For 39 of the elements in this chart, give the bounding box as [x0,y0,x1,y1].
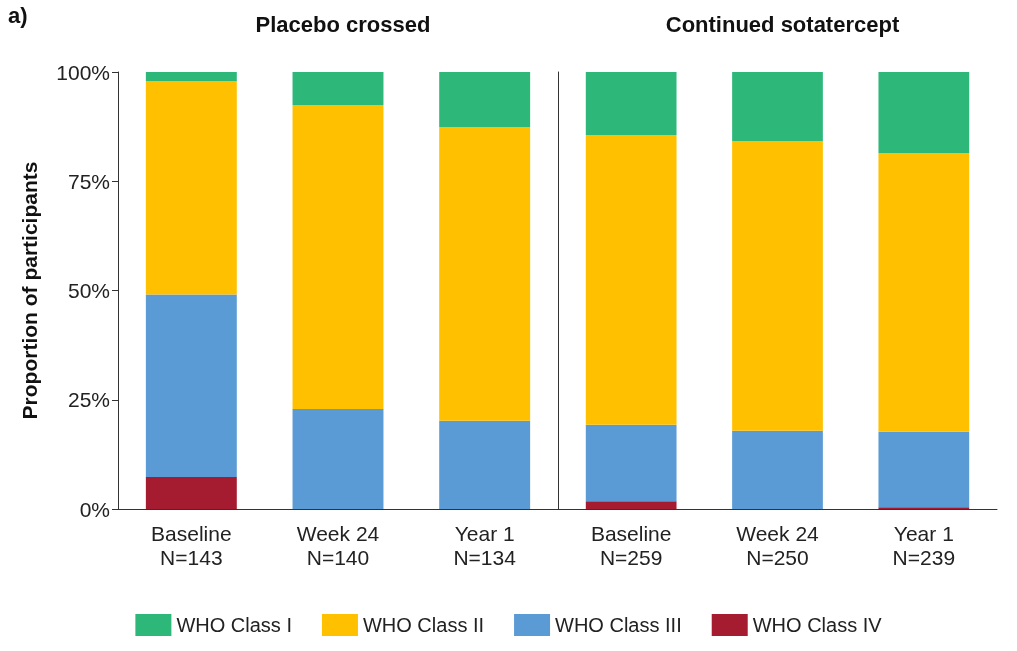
x-tick-label: Baseline N=143 [151,521,232,569]
legend-label: WHO Class III [555,614,682,636]
bar [732,430,823,509]
bar [145,81,237,295]
text: a) [8,2,28,28]
y-tick-label: 25% [67,388,110,412]
x-tick-label: Week 24 N=140 [296,521,380,569]
bar [878,431,970,508]
x-tick-label: Year 1 N=134 [453,521,517,569]
chart-title: Continued sotatercept [665,11,900,37]
bar [439,420,531,509]
bar [878,72,970,154]
x-tick-label: Year 1 N=239 [892,521,956,569]
legend-label: WHO Class I [176,614,292,636]
bar [732,72,823,142]
bar [585,501,677,509]
legend-label: WHO Class IV [752,614,883,636]
bar [585,424,677,502]
bar [878,153,970,432]
bar [292,408,384,509]
bar [585,72,677,135]
bar [145,477,237,509]
bar [732,141,823,431]
bar [585,134,677,425]
bar [439,127,531,421]
bar [145,294,237,478]
bar [439,72,531,128]
x-tick-label: Week 24 N=250 [736,521,820,569]
y-axis-title: Proportion of participants [18,161,41,420]
y-tick-label: 75% [67,169,110,193]
bar [145,72,237,82]
chart-title: Placebo crossed [255,11,431,37]
y-tick-label: 0% [79,497,110,521]
y-tick-label: 50% [67,279,110,302]
bar [292,105,384,409]
x-tick-label: Baseline N=259 [590,521,672,569]
y-tick-label: 100% [56,60,110,84]
legend-label: WHO Class II [362,614,485,636]
bar [292,72,384,106]
